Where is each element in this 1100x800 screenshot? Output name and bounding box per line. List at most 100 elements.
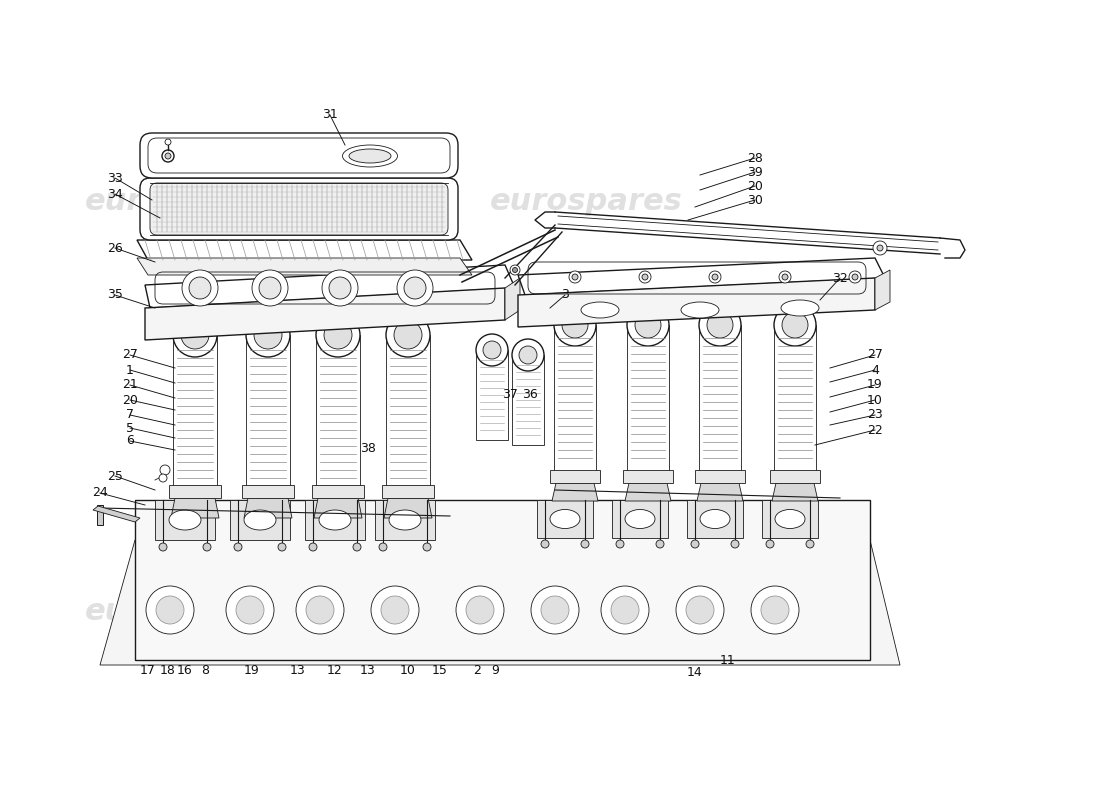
Text: 14: 14 (688, 666, 703, 678)
Text: 28: 28 (747, 151, 763, 165)
Circle shape (397, 270, 433, 306)
Ellipse shape (389, 510, 421, 530)
Polygon shape (145, 288, 505, 340)
Circle shape (381, 596, 409, 624)
Circle shape (165, 139, 170, 145)
Text: eurospares: eurospares (490, 597, 683, 626)
Polygon shape (312, 485, 364, 498)
Circle shape (278, 543, 286, 551)
Polygon shape (762, 500, 818, 538)
Circle shape (156, 596, 184, 624)
Polygon shape (772, 483, 818, 501)
Text: 35: 35 (107, 289, 123, 302)
Circle shape (316, 313, 360, 357)
Circle shape (686, 596, 714, 624)
Circle shape (849, 271, 861, 283)
Circle shape (353, 543, 361, 551)
Polygon shape (97, 505, 103, 525)
Circle shape (160, 465, 170, 475)
Ellipse shape (319, 510, 351, 530)
Circle shape (182, 321, 209, 349)
Circle shape (306, 596, 334, 624)
Circle shape (309, 543, 317, 551)
Ellipse shape (349, 149, 390, 163)
Circle shape (616, 540, 624, 548)
Circle shape (581, 540, 589, 548)
Circle shape (572, 274, 578, 280)
Ellipse shape (625, 510, 654, 529)
Circle shape (182, 270, 218, 306)
Polygon shape (244, 498, 292, 518)
Circle shape (236, 596, 264, 624)
Text: 13: 13 (360, 663, 376, 677)
Circle shape (601, 586, 649, 634)
Circle shape (404, 277, 426, 299)
Text: 23: 23 (867, 409, 883, 422)
Polygon shape (155, 500, 214, 540)
Polygon shape (246, 335, 290, 490)
Circle shape (642, 274, 648, 280)
Circle shape (476, 334, 508, 366)
Text: 13: 13 (290, 663, 306, 677)
Circle shape (173, 313, 217, 357)
Text: 24: 24 (92, 486, 108, 499)
Circle shape (324, 321, 352, 349)
Text: 11: 11 (720, 654, 736, 666)
Text: 20: 20 (747, 179, 763, 193)
Text: eurospares: eurospares (85, 187, 277, 216)
Polygon shape (698, 325, 741, 475)
Text: eurospares: eurospares (85, 597, 277, 626)
Text: 17: 17 (140, 663, 156, 677)
Circle shape (541, 596, 569, 624)
Circle shape (779, 271, 791, 283)
Circle shape (226, 586, 274, 634)
Circle shape (510, 265, 520, 275)
Text: 10: 10 (400, 663, 416, 677)
Polygon shape (623, 470, 673, 483)
Polygon shape (170, 498, 219, 518)
Text: 18: 18 (161, 663, 176, 677)
Polygon shape (384, 498, 432, 518)
Circle shape (329, 277, 351, 299)
Text: 39: 39 (747, 166, 763, 178)
Polygon shape (476, 350, 508, 440)
Circle shape (146, 586, 194, 634)
Text: 9: 9 (491, 663, 499, 677)
Circle shape (160, 474, 167, 482)
Polygon shape (512, 355, 544, 445)
Ellipse shape (700, 510, 730, 529)
Polygon shape (169, 485, 221, 498)
Ellipse shape (776, 510, 805, 529)
Circle shape (873, 241, 887, 255)
Circle shape (379, 543, 387, 551)
Ellipse shape (244, 510, 276, 530)
Text: 6: 6 (126, 434, 134, 447)
Polygon shape (552, 483, 598, 501)
Text: 31: 31 (322, 109, 338, 122)
Polygon shape (688, 500, 742, 538)
Polygon shape (173, 335, 217, 490)
Circle shape (569, 271, 581, 283)
Text: 27: 27 (867, 349, 883, 362)
Polygon shape (518, 278, 875, 327)
Text: 26: 26 (107, 242, 123, 254)
Ellipse shape (342, 145, 397, 167)
Text: 36: 36 (522, 389, 538, 402)
Polygon shape (314, 498, 362, 518)
Circle shape (698, 304, 741, 346)
Text: 19: 19 (867, 378, 883, 391)
Text: 20: 20 (122, 394, 138, 406)
Polygon shape (554, 325, 596, 475)
Circle shape (676, 586, 724, 634)
Circle shape (296, 586, 344, 634)
Polygon shape (382, 485, 435, 498)
FancyBboxPatch shape (140, 178, 458, 240)
Text: 15: 15 (432, 663, 448, 677)
Circle shape (639, 271, 651, 283)
Text: 3: 3 (561, 289, 569, 302)
Polygon shape (550, 470, 600, 483)
Circle shape (160, 543, 167, 551)
Circle shape (512, 339, 544, 371)
Polygon shape (874, 270, 890, 310)
Circle shape (610, 596, 639, 624)
